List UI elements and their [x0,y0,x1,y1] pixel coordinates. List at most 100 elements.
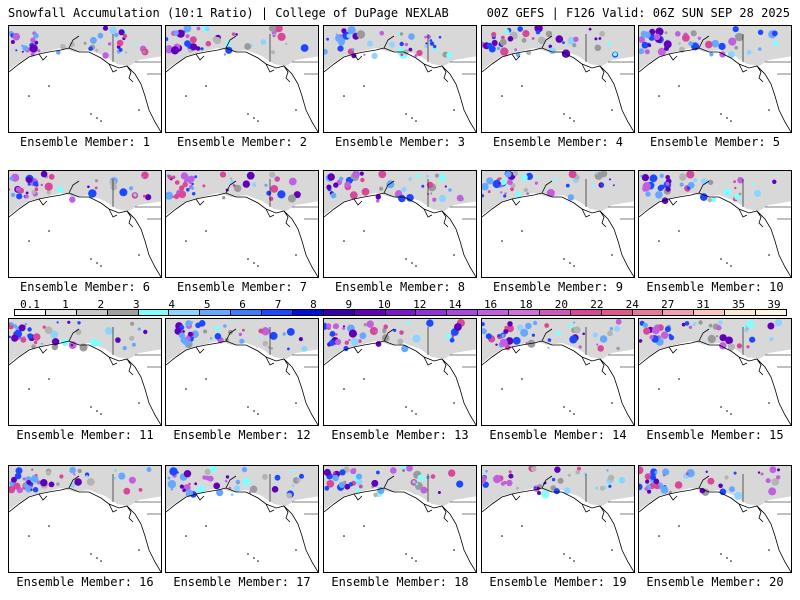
snowfall-area [185,34,190,39]
island [411,410,413,412]
snowfall-area [685,472,689,476]
snowfall-area [196,26,201,31]
snowfall-area [767,322,775,330]
snowfall-area [412,334,421,343]
snowfall-area [124,51,127,54]
snowfall-area [486,42,493,49]
political-border [112,474,161,515]
snowfall-area [521,37,527,43]
political-border [585,179,634,220]
snowfall-area [678,42,681,45]
political-border [269,327,318,368]
snowfall-area [526,192,529,195]
snowfall-area [326,323,332,329]
snowfall-area [332,474,339,482]
color-scale-tick: 8 [310,298,317,311]
snowfall-area [647,489,652,494]
snowfall-area [723,188,732,197]
snowfall-area [609,327,614,331]
snowfall-area [399,32,404,36]
snowfall-area [504,192,507,195]
political-border [112,327,161,368]
snowfall-area [616,346,620,351]
island [726,410,728,412]
snowfall-area [30,37,36,43]
snowfall-area [338,481,345,488]
snowfall-area [69,196,76,203]
snowfall-area [210,337,213,340]
snowfall-area [406,194,414,202]
island [247,258,249,260]
snowfall-area [270,347,273,350]
snowfall-area [86,478,95,486]
ensemble-member-label: Ensemble Member: 10 [646,280,784,294]
snowfall-area [769,466,777,474]
island [343,95,345,97]
snowfall-area [482,182,489,191]
island [411,117,413,119]
snowfall-area [510,187,514,192]
island [726,262,728,264]
island [405,258,407,260]
snowfall-area [664,46,669,51]
snowfall-area [118,472,126,480]
ensemble-member-map [481,465,635,573]
snowfall-area [492,179,501,189]
island [678,85,680,87]
color-scale-tick: 6 [239,298,246,311]
snowfall-area [595,171,598,175]
coastline [324,35,476,132]
snowfall-area [768,487,777,496]
snowfall-area [146,467,152,472]
snowfall-area [249,485,258,493]
snowfall-area [415,482,419,486]
snowfall-area [79,343,88,352]
color-scale-segment [230,309,263,316]
ensemble-member-label: Ensemble Member: 12 [173,428,311,442]
island [521,378,523,380]
snowfall-area [342,326,346,330]
snowfall-area [595,486,599,490]
snowfall-area [77,321,81,325]
snowfall-area [344,483,351,490]
snowfall-area [376,470,380,475]
snowfall-area [599,30,605,37]
island [100,560,102,562]
color-scale-tick: 0.1 [20,298,40,311]
snowfall-area [495,343,498,346]
land-area [639,26,791,70]
snowfall-area [97,32,104,39]
island [730,120,732,122]
island [573,413,575,415]
snowfall-area [727,51,735,59]
island [253,262,255,264]
snowfall-area [212,36,219,42]
ensemble-member-label: Ensemble Member: 15 [646,428,784,442]
ensemble-member-label: Ensemble Member: 8 [334,280,466,294]
snowfall-area [229,177,233,180]
snowfall-area [487,190,491,194]
island [726,557,728,559]
snowfall-area [645,479,650,484]
snowfall-area [700,193,708,201]
snowfall-area [500,184,503,188]
snowfall-area [59,474,64,479]
snowfall-area [679,182,684,187]
snowfall-area [197,485,206,494]
snowfall-area [13,324,17,328]
snowfall-area [715,335,719,338]
island [405,113,407,115]
snowfall-area [449,337,455,343]
island [611,402,613,404]
snowfall-area [662,468,670,476]
snowfall-area [252,182,257,187]
snowfall-area [191,330,199,338]
snowfall-area [26,480,32,485]
ensemble-member-map [481,170,635,278]
coastline [9,180,161,277]
snowfall-area [31,468,34,471]
snowfall-area [541,490,550,499]
snowfall-area [500,47,509,56]
snowfall-area [12,32,21,41]
snowfall-area [56,482,60,486]
